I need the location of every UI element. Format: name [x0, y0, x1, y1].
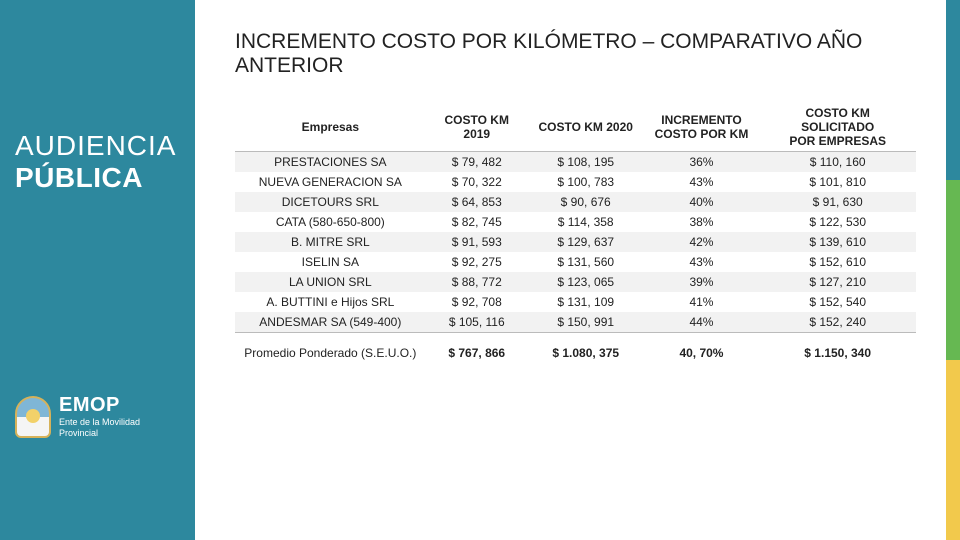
table-cell: B. MITRE SRL: [235, 232, 426, 252]
table-cell: ISELIN SA: [235, 252, 426, 272]
shield-icon: [15, 396, 51, 438]
table-cell: A. BUTTINI e Hijos SRL: [235, 292, 426, 312]
emop-logo-block: EMOP Ente de la Movilidad Provincial: [15, 394, 180, 439]
cost-comparison-table: EmpresasCOSTO KM 2019COSTO KM 2020INCREM…: [235, 103, 916, 363]
strip-seg-1: [946, 0, 960, 180]
table-cell: $ 92, 275: [426, 252, 528, 272]
emop-sub-line2: Provincial: [59, 428, 140, 439]
table-cell: $ 152, 540: [759, 292, 916, 312]
table-cell: $ 150, 991: [528, 312, 644, 333]
audiencia-line1: AUDIENCIA: [15, 130, 180, 162]
table-row: LA UNION SRL$ 88, 772$ 123, 06539%$ 127,…: [235, 272, 916, 292]
table-cell: $ 88, 772: [426, 272, 528, 292]
table-cell: 36%: [644, 152, 760, 173]
emop-abbr: EMOP: [59, 394, 140, 417]
table-cell: 41%: [644, 292, 760, 312]
table-col-header: INCREMENTOCOSTO POR KM: [644, 103, 760, 152]
table-total-cell: 40, 70%: [644, 343, 760, 363]
right-color-strip: [946, 0, 960, 540]
table-row: PRESTACIONES SA$ 79, 482$ 108, 19536%$ 1…: [235, 152, 916, 173]
table-cell: ANDESMAR SA (549-400): [235, 312, 426, 333]
table-total-cell: $ 1.150, 340: [759, 343, 916, 363]
table-cell: $ 131, 109: [528, 292, 644, 312]
table-row: CATA (580-650-800)$ 82, 745$ 114, 35838%…: [235, 212, 916, 232]
table-cell: $ 92, 708: [426, 292, 528, 312]
table-cell: $ 101, 810: [759, 172, 916, 192]
table-col-header: COSTO KM 2019: [426, 103, 528, 152]
sidebar: AUDIENCIA PÚBLICA EMOP Ente de la Movili…: [0, 0, 195, 540]
table-cell: $ 110, 160: [759, 152, 916, 173]
table-cell: 40%: [644, 192, 760, 212]
emop-sub-line1: Ente de la Movilidad: [59, 417, 140, 428]
table-total-cell: Promedio Ponderado (S.E.U.O.): [235, 343, 426, 363]
table-cell: $ 90, 676: [528, 192, 644, 212]
table-cell: CATA (580-650-800): [235, 212, 426, 232]
table-cell: $ 123, 065: [528, 272, 644, 292]
table-cell: $ 131, 560: [528, 252, 644, 272]
strip-seg-3: [946, 360, 960, 540]
table-cell: $ 82, 745: [426, 212, 528, 232]
table-cell: $ 70, 322: [426, 172, 528, 192]
table-cell: $ 79, 482: [426, 152, 528, 173]
table-cell: $ 91, 593: [426, 232, 528, 252]
table-col-header: Empresas: [235, 103, 426, 152]
strip-seg-2: [946, 180, 960, 360]
table-cell: DICETOURS SRL: [235, 192, 426, 212]
table-cell: $ 91, 630: [759, 192, 916, 212]
table-row: DICETOURS SRL$ 64, 853$ 90, 67640%$ 91, …: [235, 192, 916, 212]
table-cell: $ 122, 530: [759, 212, 916, 232]
table-row: ISELIN SA$ 92, 275$ 131, 56043%$ 152, 61…: [235, 252, 916, 272]
table-total-cell: $ 1.080, 375: [528, 343, 644, 363]
table-cell: LA UNION SRL: [235, 272, 426, 292]
table-cell: $ 127, 210: [759, 272, 916, 292]
table-cell: $ 114, 358: [528, 212, 644, 232]
table-cell: $ 108, 195: [528, 152, 644, 173]
audiencia-logo: AUDIENCIA PÚBLICA: [15, 130, 180, 194]
table-totals-row: Promedio Ponderado (S.E.U.O.)$ 767, 866$…: [235, 343, 916, 363]
table-cell: $ 152, 610: [759, 252, 916, 272]
table-cell: $ 129, 637: [528, 232, 644, 252]
table-cell: $ 139, 610: [759, 232, 916, 252]
table-body: PRESTACIONES SA$ 79, 482$ 108, 19536%$ 1…: [235, 152, 916, 363]
table-cell: $ 152, 240: [759, 312, 916, 333]
table-cell: 43%: [644, 252, 760, 272]
table-cell: NUEVA GENERACION SA: [235, 172, 426, 192]
audiencia-line2: PÚBLICA: [15, 162, 180, 194]
table-cell: $ 64, 853: [426, 192, 528, 212]
table-cell: 39%: [644, 272, 760, 292]
table-cell: $ 105, 116: [426, 312, 528, 333]
table-cell: 43%: [644, 172, 760, 192]
table-cell: 42%: [644, 232, 760, 252]
main-content: INCREMENTO COSTO POR KILÓMETRO – COMPARA…: [195, 0, 946, 540]
table-cell: 44%: [644, 312, 760, 333]
table-header-row: EmpresasCOSTO KM 2019COSTO KM 2020INCREM…: [235, 103, 916, 152]
table-cell: PRESTACIONES SA: [235, 152, 426, 173]
table-col-header: COSTO KM SOLICITADOPOR EMPRESAS: [759, 103, 916, 152]
table-cell: $ 100, 783: [528, 172, 644, 192]
table-cell: 38%: [644, 212, 760, 232]
table-separator-row: [235, 333, 916, 343]
table-col-header: COSTO KM 2020: [528, 103, 644, 152]
table-row: NUEVA GENERACION SA$ 70, 322$ 100, 78343…: [235, 172, 916, 192]
page-title: INCREMENTO COSTO POR KILÓMETRO – COMPARA…: [235, 30, 916, 78]
table-row: ANDESMAR SA (549-400)$ 105, 116$ 150, 99…: [235, 312, 916, 333]
table-total-cell: $ 767, 866: [426, 343, 528, 363]
table-row: B. MITRE SRL$ 91, 593$ 129, 63742%$ 139,…: [235, 232, 916, 252]
table-row: A. BUTTINI e Hijos SRL$ 92, 708$ 131, 10…: [235, 292, 916, 312]
